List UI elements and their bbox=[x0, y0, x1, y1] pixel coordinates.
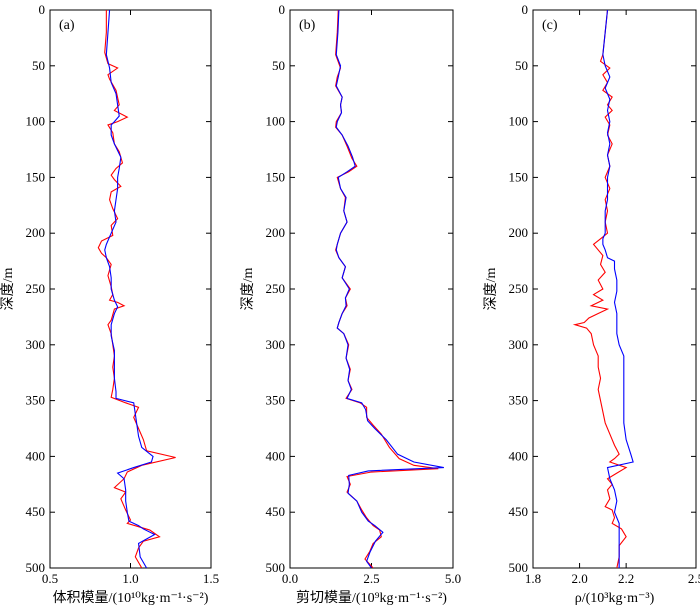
y-tick-label: 400 bbox=[26, 448, 46, 463]
y-tick-label: 300 bbox=[509, 337, 529, 352]
x-tick-label: 1.0 bbox=[122, 571, 138, 586]
y-tick-label: 250 bbox=[266, 281, 286, 296]
x-tick-label: 5.0 bbox=[445, 571, 461, 586]
y-tick-label: 100 bbox=[26, 114, 46, 129]
y-tick-label: 300 bbox=[266, 337, 286, 352]
y-tick-label: 150 bbox=[26, 169, 46, 184]
y-tick-label: 450 bbox=[266, 504, 286, 519]
y-tick-label: 100 bbox=[509, 114, 529, 129]
x-axis-title: ρ/(10³kg·m⁻³) bbox=[575, 591, 655, 606]
plot-frame bbox=[532, 9, 697, 569]
y-tick-label: 50 bbox=[272, 58, 285, 73]
y-axis-title: 深度/m bbox=[0, 268, 16, 311]
y-tick-label: 500 bbox=[266, 560, 286, 575]
panel-label: (b) bbox=[299, 18, 316, 33]
x-tick-label: 0.0 bbox=[282, 571, 298, 586]
plot-frame bbox=[289, 9, 454, 569]
y-tick-label: 150 bbox=[266, 169, 286, 184]
y-tick-label: 300 bbox=[26, 337, 46, 352]
y-tick-label: 500 bbox=[26, 560, 46, 575]
x-tick-label: 2.5 bbox=[363, 571, 379, 586]
y-tick-label: 50 bbox=[515, 58, 528, 73]
x-axis-title: 剪切模量/(10⁹kg·m⁻¹·s⁻²) bbox=[296, 590, 447, 606]
y-tick-label: 250 bbox=[509, 281, 529, 296]
x-tick-label: 2.2 bbox=[618, 571, 634, 586]
series-line-blue bbox=[602, 10, 634, 568]
y-tick-label: 200 bbox=[509, 225, 529, 240]
y-tick-label: 350 bbox=[266, 393, 286, 408]
y-tick-label: 0 bbox=[39, 2, 46, 17]
series-line-red bbox=[97, 10, 176, 568]
y-tick-label: 0 bbox=[279, 2, 286, 17]
series-line-blue bbox=[335, 10, 444, 568]
y-tick-label: 50 bbox=[32, 58, 45, 73]
x-tick-label: 2.0 bbox=[571, 571, 587, 586]
x-axis-title: 体积模量/(10¹⁰kg·m⁻¹·s⁻²) bbox=[53, 590, 209, 606]
x-tick-label: 2.5 bbox=[688, 571, 700, 586]
y-tick-label: 100 bbox=[266, 114, 286, 129]
y-tick-label: 0 bbox=[522, 2, 529, 17]
y-tick-label: 350 bbox=[26, 393, 46, 408]
y-tick-label: 450 bbox=[26, 504, 46, 519]
y-tick-label: 350 bbox=[509, 393, 529, 408]
y-tick-label: 150 bbox=[509, 169, 529, 184]
y-tick-label: 500 bbox=[509, 560, 529, 575]
panel-label: (a) bbox=[59, 18, 75, 33]
panel-label: (c) bbox=[542, 18, 558, 33]
y-tick-label: 250 bbox=[26, 281, 46, 296]
y-tick-label: 450 bbox=[509, 504, 529, 519]
y-tick-label: 200 bbox=[26, 225, 46, 240]
x-tick-label: 1.8 bbox=[525, 571, 541, 586]
x-tick-label: 1.5 bbox=[203, 571, 219, 586]
series-line-blue bbox=[104, 10, 156, 568]
y-tick-label: 400 bbox=[509, 448, 529, 463]
y-tick-label: 400 bbox=[266, 448, 286, 463]
y-axis-title: 深度/m bbox=[483, 268, 499, 311]
x-tick-label: 0.5 bbox=[42, 571, 58, 586]
series-line-red bbox=[572, 10, 628, 568]
y-axis-title: 深度/m bbox=[240, 268, 256, 311]
series-line-red bbox=[335, 10, 439, 568]
plot-frame bbox=[49, 9, 212, 569]
y-tick-label: 200 bbox=[266, 225, 286, 240]
